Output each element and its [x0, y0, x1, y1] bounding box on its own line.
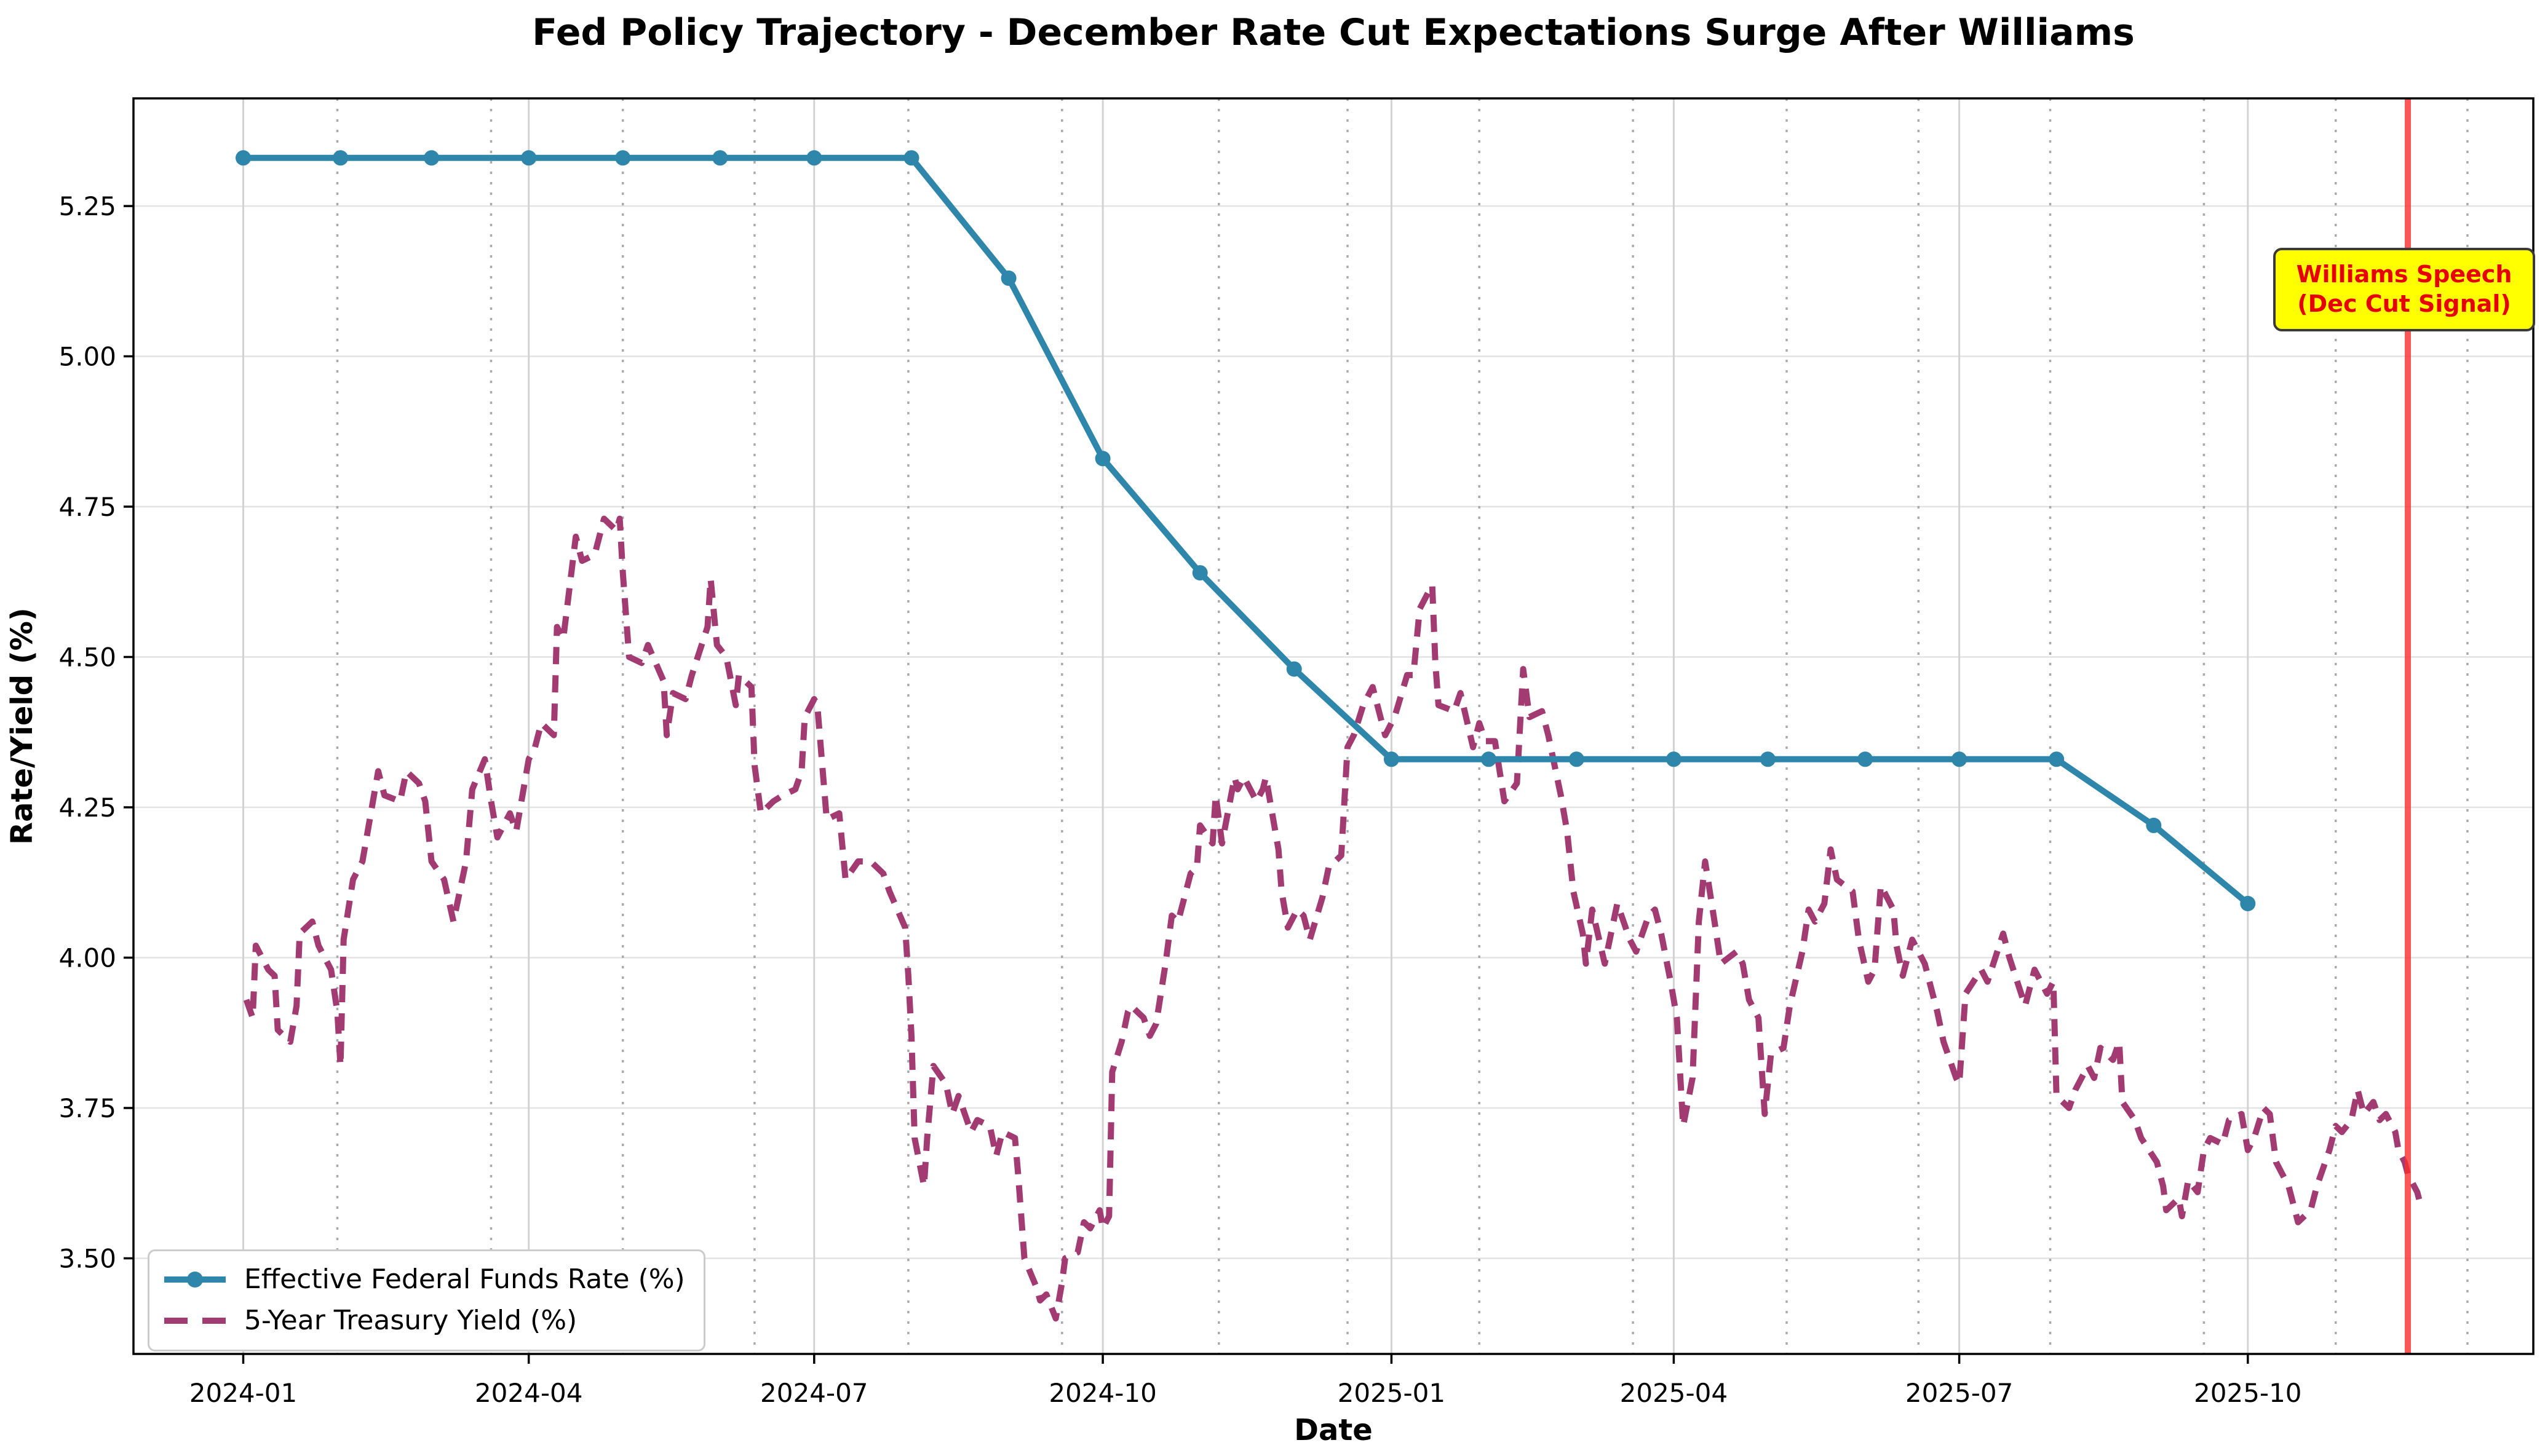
- fed-funds-marker: [1383, 751, 1399, 767]
- fed-funds-marker: [521, 150, 537, 166]
- annotation-line-2: (Dec Cut Signal): [2297, 290, 2511, 317]
- fed-funds-marker: [2049, 751, 2065, 767]
- fed-funds-marker: [236, 150, 251, 166]
- fed-funds-marker: [615, 150, 631, 166]
- y-tick-label: 5.25: [58, 191, 116, 221]
- y-tick-label: 4.75: [58, 492, 116, 522]
- fed-funds-marker: [1951, 751, 1967, 767]
- fed-funds-marker: [1192, 565, 1208, 581]
- fed-funds-marker: [2240, 896, 2256, 911]
- x-axis-label: Date: [1294, 1413, 1373, 1447]
- fed-funds-marker: [1001, 270, 1017, 286]
- fed-funds-marker: [1095, 451, 1111, 467]
- fed-funds-marker: [2146, 817, 2162, 833]
- fed-funds-marker: [424, 150, 440, 166]
- fed-funds-marker: [903, 150, 919, 166]
- y-tick-label: 3.50: [58, 1244, 116, 1274]
- y-tick-label: 3.75: [58, 1093, 116, 1123]
- fed-funds-marker: [1666, 751, 1681, 767]
- x-tick-label: 2024-04: [475, 1378, 583, 1408]
- y-tick-label: 4.50: [58, 643, 116, 673]
- fed-funds-marker: [333, 150, 349, 166]
- y-tick-label: 5.00: [58, 342, 116, 372]
- fed-funds-marker: [1760, 751, 1776, 767]
- legend-item-effr: Effective Federal Funds Rate (%): [164, 1264, 685, 1295]
- annotation-line-1: Williams Speech: [2296, 261, 2512, 288]
- annotation-williams-speech: Williams Speech (Dec Cut Signal): [2273, 248, 2535, 331]
- x-tick-label: 2024-10: [1049, 1378, 1157, 1408]
- chart-title: Fed Policy Trajectory - December Rate Cu…: [532, 11, 2135, 54]
- fed-funds-marker: [1568, 751, 1584, 767]
- legend-label-5y-yield: 5-Year Treasury Yield (%): [244, 1305, 578, 1336]
- fed-funds-marker: [1286, 661, 1302, 677]
- fed-funds-marker: [806, 150, 822, 166]
- x-tick-label: 2024-01: [189, 1378, 298, 1408]
- fed-funds-marker: [712, 150, 728, 166]
- y-tick-label: 4.25: [58, 793, 116, 823]
- fed-funds-marker: [1857, 751, 1873, 767]
- y-axis-label: Rate/Yield (%): [5, 607, 39, 845]
- legend: Effective Federal Funds Rate (%) 5-Year …: [148, 1249, 705, 1351]
- x-tick-label: 2024-07: [760, 1378, 868, 1408]
- treasury-yield-line: [243, 515, 2424, 1322]
- x-tick-label: 2025-04: [1620, 1378, 1728, 1408]
- y-tick-label: 4.00: [58, 943, 116, 973]
- legend-swatch-dashed-line-icon: [164, 1307, 226, 1334]
- legend-label-effr: Effective Federal Funds Rate (%): [244, 1264, 685, 1295]
- fed-funds-line: [240, 154, 2251, 907]
- x-tick-label: 2025-07: [1905, 1378, 2014, 1408]
- x-tick-label: 2025-01: [1338, 1378, 1446, 1408]
- fed-funds-marker: [1481, 751, 1496, 767]
- plot-spines: [132, 97, 2535, 1355]
- legend-swatch-solid-line-icon: [164, 1266, 226, 1293]
- x-tick-label: 2025-10: [2194, 1378, 2302, 1408]
- legend-item-5y-yield: 5-Year Treasury Yield (%): [164, 1305, 685, 1336]
